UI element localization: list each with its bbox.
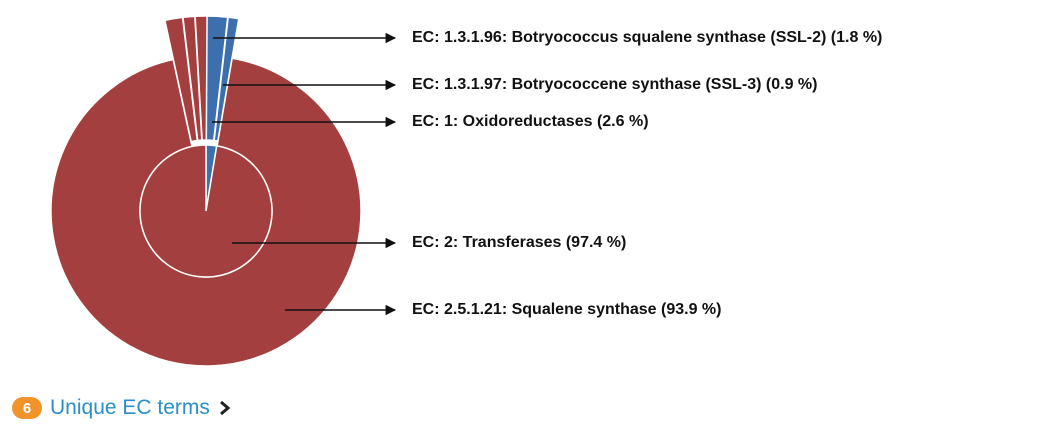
- slice-label: EC: 2.5.1.21: Squalene synthase (93.9 %): [412, 301, 721, 318]
- footer-link[interactable]: Unique EC terms: [50, 396, 210, 419]
- footer[interactable]: 6 Unique EC terms: [12, 396, 232, 420]
- outer-slice: [194, 15, 208, 141]
- chevron: [219, 400, 231, 416]
- inner-slice: [139, 144, 273, 278]
- slice-label: EC: 2: Transferases (97.4 %): [412, 234, 626, 251]
- slice-label: EC: 1.3.1.97: Botryococcene synthase (SS…: [412, 76, 817, 93]
- slice-label: EC: 1: Oxidoreductases (2.6 %): [412, 113, 649, 130]
- slice-label: EC: 1.3.1.96: Botryococcus squalene synt…: [412, 29, 882, 46]
- chart: EC: 1.3.1.96: Botryococcus squalene synt…: [50, 15, 882, 367]
- count-badge: 6: [12, 397, 42, 419]
